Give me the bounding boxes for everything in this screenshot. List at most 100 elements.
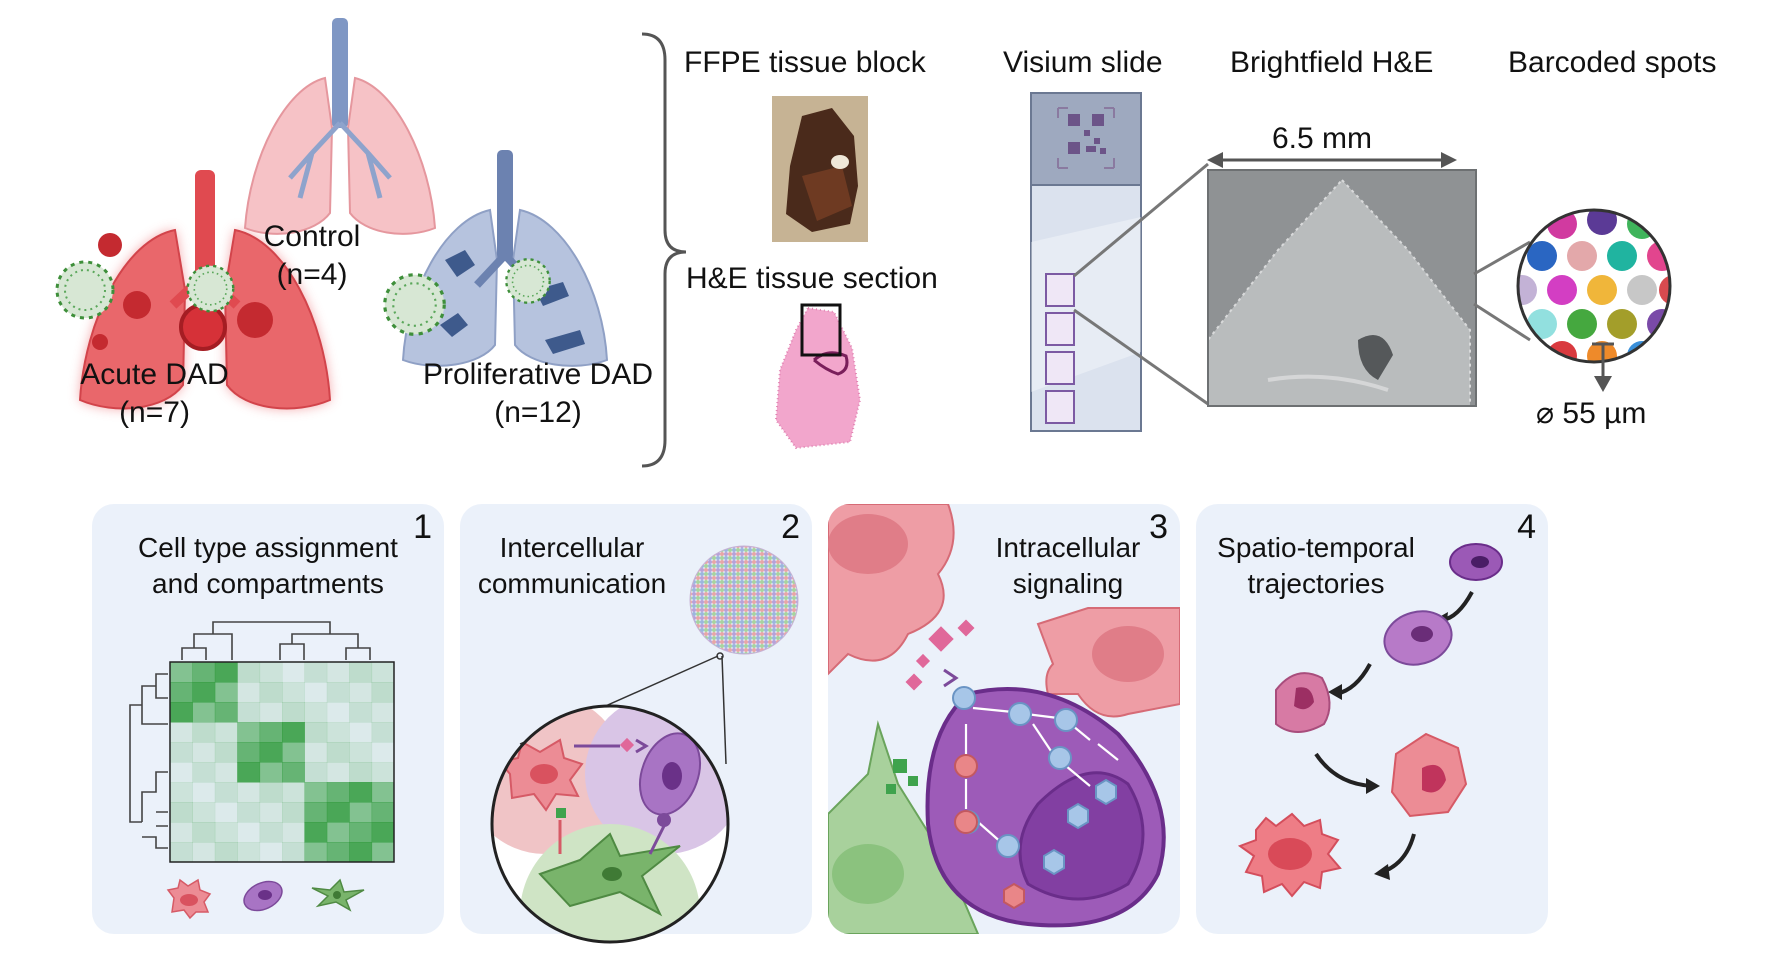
- panel-title-line1: Intracellular: [995, 532, 1141, 563]
- heatmap-cell: [282, 662, 305, 683]
- panel-number: 1: [413, 508, 432, 546]
- ffpe-block-label: FFPE tissue block: [684, 46, 926, 79]
- scale-width-label: 6.5 mm: [1272, 122, 1373, 155]
- panel-title: Intracellular signaling: [978, 530, 1158, 603]
- panel-number: 2: [781, 508, 800, 546]
- heatmap-cell: [237, 762, 261, 783]
- heatmap-cell: [237, 722, 261, 743]
- heatmap-cell: [326, 662, 350, 683]
- heatmap-cell: [259, 722, 283, 743]
- heatmap-cell: [326, 842, 350, 863]
- heatmap-cell: [371, 842, 395, 863]
- heatmap-cell: [304, 742, 328, 763]
- heatmap-cell: [304, 762, 328, 783]
- analysis-panel-1: 1 Cell type assignment and compartments: [92, 504, 444, 934]
- he-section-image: [768, 300, 868, 455]
- heatmap-cell: [304, 722, 328, 743]
- spot-diameter-arrow-icon: [1592, 342, 1614, 392]
- spot-diameter-label: ⌀ 55 µm: [1536, 397, 1647, 430]
- heatmap-cell: [259, 762, 283, 783]
- heatmap-cell: [170, 822, 193, 843]
- heatmap-cell: [192, 702, 216, 723]
- heatmap-cell: [259, 822, 283, 843]
- visium-slide-image: [1030, 92, 1142, 432]
- heatmap-cell: [326, 742, 350, 763]
- heatmap-cell: [237, 702, 261, 723]
- control-lung-icon: [243, 18, 437, 235]
- heatmap-cell: [349, 722, 373, 743]
- heatmap-cell: [259, 842, 283, 863]
- communication-zoom: [490, 652, 730, 944]
- visium-slide-label: Visium slide: [1003, 46, 1163, 79]
- heatmap-cell: [304, 802, 328, 823]
- heatmap-cell: [259, 742, 283, 763]
- acute-n: (n=7): [119, 395, 190, 429]
- heatmap-cell: [170, 662, 193, 683]
- panel-title: Cell type assignment and compartments: [92, 530, 444, 603]
- acute-lung-icon: [78, 170, 332, 410]
- trajectory-illustration: [1237, 543, 1503, 898]
- zoom-lines-spots: [1473, 240, 1531, 342]
- heatmap-cell: [282, 742, 305, 763]
- heatmap-cell: [170, 782, 193, 803]
- heatmap-cell: [170, 682, 193, 703]
- signaling-illustration: [828, 504, 1180, 934]
- heatmap-cell: [237, 822, 261, 843]
- heatmap-cell: [304, 662, 328, 683]
- heatmap-cell: [349, 702, 373, 723]
- heatmap-cell: [371, 682, 395, 703]
- heatmap-cell: [326, 822, 350, 843]
- heatmap-cell: [371, 722, 395, 743]
- heatmap-cell: [282, 722, 305, 743]
- panel-number: 4: [1517, 508, 1536, 546]
- heatmap-cell: [259, 702, 283, 723]
- heatmap-cell: [192, 682, 216, 703]
- heatmap-cell: [192, 762, 216, 783]
- heatmap-cell: [170, 762, 193, 783]
- heatmap-cell: [282, 802, 305, 823]
- heatmap-cell: [237, 742, 261, 763]
- heatmap-cell: [214, 822, 238, 843]
- heatmap-cell: [192, 782, 216, 803]
- bracket: [641, 32, 687, 468]
- panel-title: Intercellular communication: [472, 530, 672, 603]
- heatmap-cell: [237, 662, 261, 683]
- heatmap-cell: [371, 802, 395, 823]
- heatmap-cell: [282, 682, 305, 703]
- heatmap-cell: [237, 782, 261, 803]
- heatmap-cell: [237, 682, 261, 703]
- panel-title-line2: trajectories: [1247, 568, 1385, 600]
- virus-icon: [55, 260, 115, 320]
- panel-title-line1: Spatio-temporal: [1217, 532, 1415, 563]
- heatmap-cell: [259, 802, 283, 823]
- heatmap-cell: [214, 682, 238, 703]
- heatmap-cell: [326, 762, 350, 783]
- ffpe-block-image: [772, 96, 868, 242]
- heatmap-cell: [282, 822, 305, 843]
- acute-label: Acute DAD (n=7): [72, 356, 237, 431]
- heatmap-cell: [282, 782, 305, 803]
- cell-icon: [311, 878, 365, 912]
- heatmap-cell: [192, 722, 216, 743]
- heatmap-cell: [259, 782, 283, 803]
- heatmap-cell: [214, 702, 238, 723]
- virus-icon: [505, 258, 551, 304]
- heatmap-cell: [259, 662, 283, 683]
- heatmap-cell: [304, 842, 328, 863]
- heatmap-cell: [282, 762, 305, 783]
- cell-icon: [166, 878, 212, 920]
- heatmap-cell: [214, 842, 238, 863]
- heatmap-cell: [304, 702, 328, 723]
- proliferative-title: Proliferative DAD: [422, 358, 654, 391]
- heatmap-cell: [349, 682, 373, 703]
- heatmap-cell: [371, 822, 395, 843]
- qr-code-icon: [1068, 114, 1106, 154]
- heatmap-cell: [304, 682, 328, 703]
- heatmap-cell: [170, 802, 193, 823]
- heatmap: [169, 661, 395, 863]
- proliferative-label: Proliferative DAD (n=12): [408, 356, 668, 431]
- dendrogram-top: [181, 621, 371, 660]
- control-n: (n=4): [276, 257, 348, 291]
- panel-title-line1: Cell type assignment: [138, 532, 398, 563]
- heatmap-cell: [304, 782, 328, 803]
